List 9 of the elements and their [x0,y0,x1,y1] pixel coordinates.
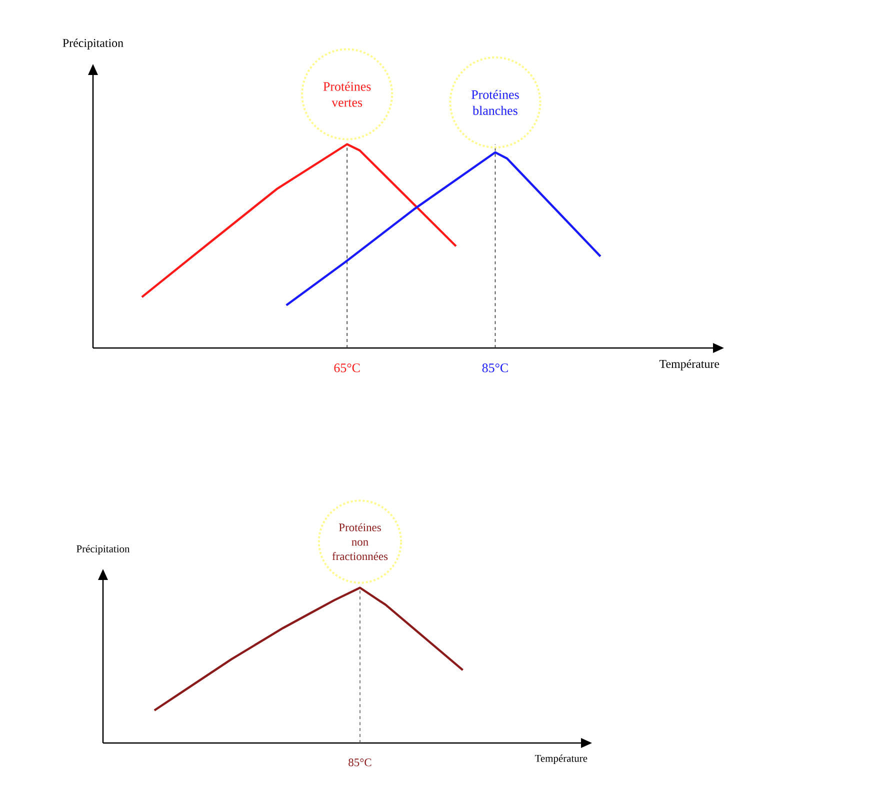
x-axis-title: Température [534,754,588,764]
text: Protéines blanches [472,90,519,115]
text: 85°C [348,758,372,766]
y-axis-title: Précipitation [62,38,124,50]
text: Protéines vertes [323,82,371,107]
x-axis-title: Température [659,360,720,370]
text: Protéines non fractionnées [332,523,388,560]
x-tick-label: 65°C [334,364,360,372]
y-axis-title: Précipitation [76,544,130,554]
